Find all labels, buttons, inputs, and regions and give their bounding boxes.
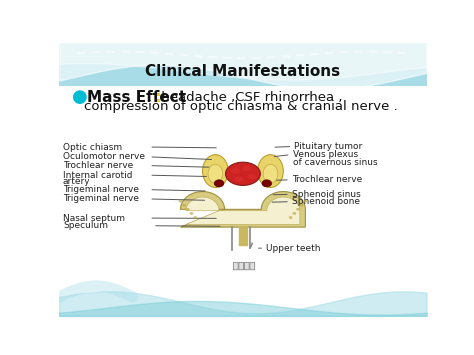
Text: Mass Effect: Mass Effect xyxy=(87,90,186,105)
Text: Sphenoid bone: Sphenoid bone xyxy=(292,197,360,206)
Circle shape xyxy=(300,204,303,207)
Text: compression of optic chiasma & cranial nerve .: compression of optic chiasma & cranial n… xyxy=(84,100,398,113)
Circle shape xyxy=(182,204,186,207)
Text: Optic chiasm: Optic chiasm xyxy=(63,142,122,152)
FancyBboxPatch shape xyxy=(233,262,238,270)
Text: Internal carotid: Internal carotid xyxy=(63,171,132,180)
Ellipse shape xyxy=(208,164,223,184)
Ellipse shape xyxy=(235,176,244,182)
Polygon shape xyxy=(181,192,305,227)
FancyBboxPatch shape xyxy=(239,262,244,270)
Circle shape xyxy=(296,208,300,211)
FancyBboxPatch shape xyxy=(59,43,427,86)
Circle shape xyxy=(190,212,193,215)
Circle shape xyxy=(179,200,182,202)
Text: Nasal septum: Nasal septum xyxy=(63,214,125,223)
Text: of cavernous sinus: of cavernous sinus xyxy=(292,158,377,166)
Text: Upper teeth: Upper teeth xyxy=(266,244,320,253)
Text: Trigeminal nerve: Trigeminal nerve xyxy=(63,185,139,194)
Circle shape xyxy=(289,216,292,219)
Text: Clinical Manifestations: Clinical Manifestations xyxy=(146,64,340,79)
Circle shape xyxy=(193,216,197,219)
Text: :: : xyxy=(150,90,162,105)
Text: Oculomotor nerve: Oculomotor nerve xyxy=(63,152,145,162)
Text: Sphenoid sinus: Sphenoid sinus xyxy=(292,190,361,199)
Ellipse shape xyxy=(257,155,283,187)
Text: Trigeminal nerve: Trigeminal nerve xyxy=(63,195,139,203)
Ellipse shape xyxy=(231,168,240,174)
Ellipse shape xyxy=(202,155,228,187)
Circle shape xyxy=(262,180,272,187)
Ellipse shape xyxy=(247,174,257,179)
Text: artery: artery xyxy=(63,177,91,186)
Text: headache ,CSF rhinorrhea ,: headache ,CSF rhinorrhea , xyxy=(156,91,342,104)
Text: ●: ● xyxy=(72,88,88,106)
Text: Speculum: Speculum xyxy=(63,221,108,230)
Text: Venous plexus: Venous plexus xyxy=(292,150,358,159)
Circle shape xyxy=(214,180,224,187)
FancyBboxPatch shape xyxy=(245,262,249,270)
Circle shape xyxy=(186,208,190,211)
Text: Trochlear nerve: Trochlear nerve xyxy=(63,161,133,170)
Circle shape xyxy=(303,200,307,202)
Text: Trochlear nerve: Trochlear nerve xyxy=(292,175,362,184)
Circle shape xyxy=(292,212,296,215)
Polygon shape xyxy=(186,197,300,224)
FancyBboxPatch shape xyxy=(250,262,255,270)
Text: Pituitary tumor: Pituitary tumor xyxy=(294,142,363,151)
Ellipse shape xyxy=(242,165,251,171)
Ellipse shape xyxy=(263,164,278,184)
Ellipse shape xyxy=(226,162,260,185)
